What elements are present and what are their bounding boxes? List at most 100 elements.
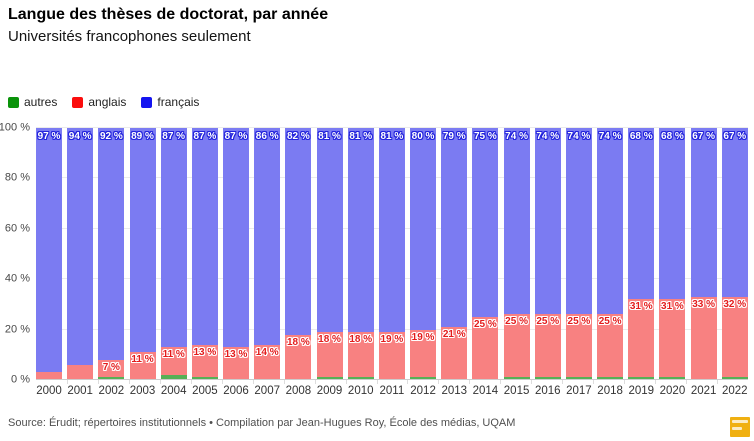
bar-label-anglais: 25 % [505, 316, 528, 328]
bar-label-anglais: 18 % [349, 334, 373, 346]
bar-2014[interactable]: 25 % 75 % 2014 [472, 128, 499, 397]
segment-francais[interactable] [285, 128, 312, 335]
segment-anglais[interactable]: 25 % [472, 317, 499, 380]
x-axis-tick [66, 380, 68, 384]
bar-2010[interactable]: 18 % 81 % 2010 [347, 128, 374, 397]
segment-francais[interactable] [160, 128, 187, 348]
segment-francais[interactable] [98, 128, 125, 360]
bar-label-francais: 80 % [411, 131, 435, 142]
segment-francais[interactable] [67, 128, 94, 365]
segment-autres[interactable] [534, 377, 561, 380]
x-axis-tick [500, 380, 502, 384]
bar-2019[interactable]: 31 % 68 % 2019 [628, 128, 655, 397]
y-tick-label: 80 % [4, 171, 30, 184]
segment-anglais[interactable]: 33 % [690, 296, 717, 380]
segment-autres[interactable] [597, 377, 624, 380]
segment-autres[interactable] [316, 377, 343, 380]
segment-anglais[interactable]: 7 % [98, 359, 125, 378]
segment-anglais[interactable]: 19 % [410, 329, 437, 378]
segment-francais[interactable] [191, 128, 218, 345]
segment-francais[interactable] [378, 128, 405, 333]
plot-area: 0 % 20 % 40 % 60 % 80 % 100 % 97 % 2000 94 % 2001… [0, 122, 748, 397]
bar-label-anglais: 21 % [442, 329, 466, 341]
x-tick-label: 2015 [503, 385, 530, 397]
bar-2012[interactable]: 19 % 80 % 2012 [410, 128, 437, 397]
bar-2021[interactable]: 33 % 67 % 2021 [690, 128, 717, 397]
bar-label-anglais: 32 % [723, 298, 747, 310]
segment-francais[interactable] [565, 128, 592, 315]
x-tick-label: 2005 [192, 385, 218, 397]
bar-2005[interactable]: 13 % 87 % 2005 [191, 128, 218, 397]
segment-anglais[interactable]: 31 % [628, 299, 655, 378]
bar-2007[interactable]: 14 % 86 % 2007 [254, 128, 281, 397]
segment-autres[interactable] [191, 377, 218, 380]
segment-francais[interactable] [441, 128, 468, 328]
segment-francais[interactable] [347, 128, 374, 333]
segment-anglais[interactable]: 25 % [565, 314, 592, 378]
segment-autres[interactable] [160, 374, 187, 380]
bar-2003[interactable]: 11 % 89 % 2003 [129, 128, 156, 397]
bar-2008[interactable]: 18 % 82 % 2008 [285, 128, 312, 397]
bar-2011[interactable]: 19 % 81 % 2011 [378, 128, 405, 397]
segment-autres[interactable] [347, 377, 374, 380]
segment-francais[interactable] [690, 128, 717, 297]
segment-francais[interactable] [721, 128, 748, 297]
segment-anglais[interactable]: 13 % [223, 347, 250, 380]
segment-anglais[interactable]: 32 % [721, 296, 748, 378]
segment-anglais[interactable] [67, 364, 94, 380]
bar-2000[interactable]: 97 % 2000 [36, 128, 62, 397]
segment-anglais[interactable]: 25 % [534, 314, 561, 378]
bar-2018[interactable]: 25 % 74 % 2018 [597, 128, 624, 397]
segment-francais[interactable] [316, 128, 343, 333]
segment-francais[interactable] [223, 128, 250, 348]
logo-badge[interactable] [730, 417, 750, 437]
bar-2001[interactable]: 94 % 2001 [67, 128, 94, 397]
segment-francais[interactable] [534, 128, 561, 315]
segment-autres[interactable] [565, 377, 592, 380]
bar-2004[interactable]: 11 % 87 % 2004 [160, 128, 187, 397]
segment-anglais[interactable]: 25 % [597, 314, 624, 378]
segment-anglais[interactable] [36, 372, 62, 380]
segment-anglais[interactable]: 18 % [347, 332, 374, 378]
segment-autres[interactable] [721, 377, 748, 380]
bar-label-anglais: 11 % [131, 354, 154, 366]
segment-francais[interactable] [597, 128, 624, 315]
bar-2013[interactable]: 21 % 79 % 2013 [441, 128, 468, 397]
bar-label-francais: 94 % [68, 131, 92, 142]
segment-anglais[interactable]: 31 % [659, 299, 686, 378]
segment-francais[interactable] [659, 128, 686, 300]
bar-2017[interactable]: 25 % 74 % 2017 [565, 128, 592, 397]
bar-2009[interactable]: 18 % 81 % 2009 [316, 128, 343, 397]
bar-2016[interactable]: 25 % 74 % 2016 [534, 128, 561, 397]
bar-2022[interactable]: 32 % 67 % 2022 [721, 128, 748, 397]
segment-francais[interactable] [472, 128, 499, 317]
bar-2002[interactable]: 7 % 92 % 2002 [98, 128, 125, 397]
segment-anglais[interactable]: 11 % [129, 352, 156, 380]
segment-francais[interactable] [254, 128, 281, 345]
bar-label-anglais: 13 % [193, 346, 217, 358]
segment-francais[interactable] [36, 128, 62, 373]
segment-autres[interactable] [98, 377, 125, 380]
segment-autres[interactable] [503, 377, 530, 380]
segment-anglais[interactable]: 14 % [254, 344, 281, 380]
segment-autres[interactable] [410, 377, 437, 380]
segment-francais[interactable] [628, 128, 655, 300]
segment-anglais[interactable]: 18 % [316, 332, 343, 378]
chart-subtitle: Universités francophones seulement [8, 28, 251, 45]
segment-autres[interactable] [659, 377, 686, 380]
segment-francais[interactable] [410, 128, 437, 330]
segment-anglais[interactable]: 19 % [378, 332, 405, 380]
bar-2015[interactable]: 25 % 74 % 2015 [503, 128, 530, 397]
segment-anglais[interactable]: 13 % [191, 344, 218, 378]
segment-anglais[interactable]: 25 % [503, 314, 530, 378]
bar-2020[interactable]: 31 % 68 % 2020 [659, 128, 686, 397]
segment-anglais[interactable]: 11 % [160, 347, 187, 375]
segment-francais[interactable] [129, 128, 156, 353]
segment-autres[interactable] [628, 377, 655, 380]
x-tick-label: 2011 [379, 385, 405, 397]
x-tick-label: 2020 [659, 385, 686, 397]
segment-anglais[interactable]: 18 % [285, 334, 312, 380]
segment-francais[interactable] [503, 128, 530, 315]
bar-2006[interactable]: 13 % 87 % 2006 [223, 128, 250, 397]
segment-anglais[interactable]: 21 % [441, 327, 468, 380]
